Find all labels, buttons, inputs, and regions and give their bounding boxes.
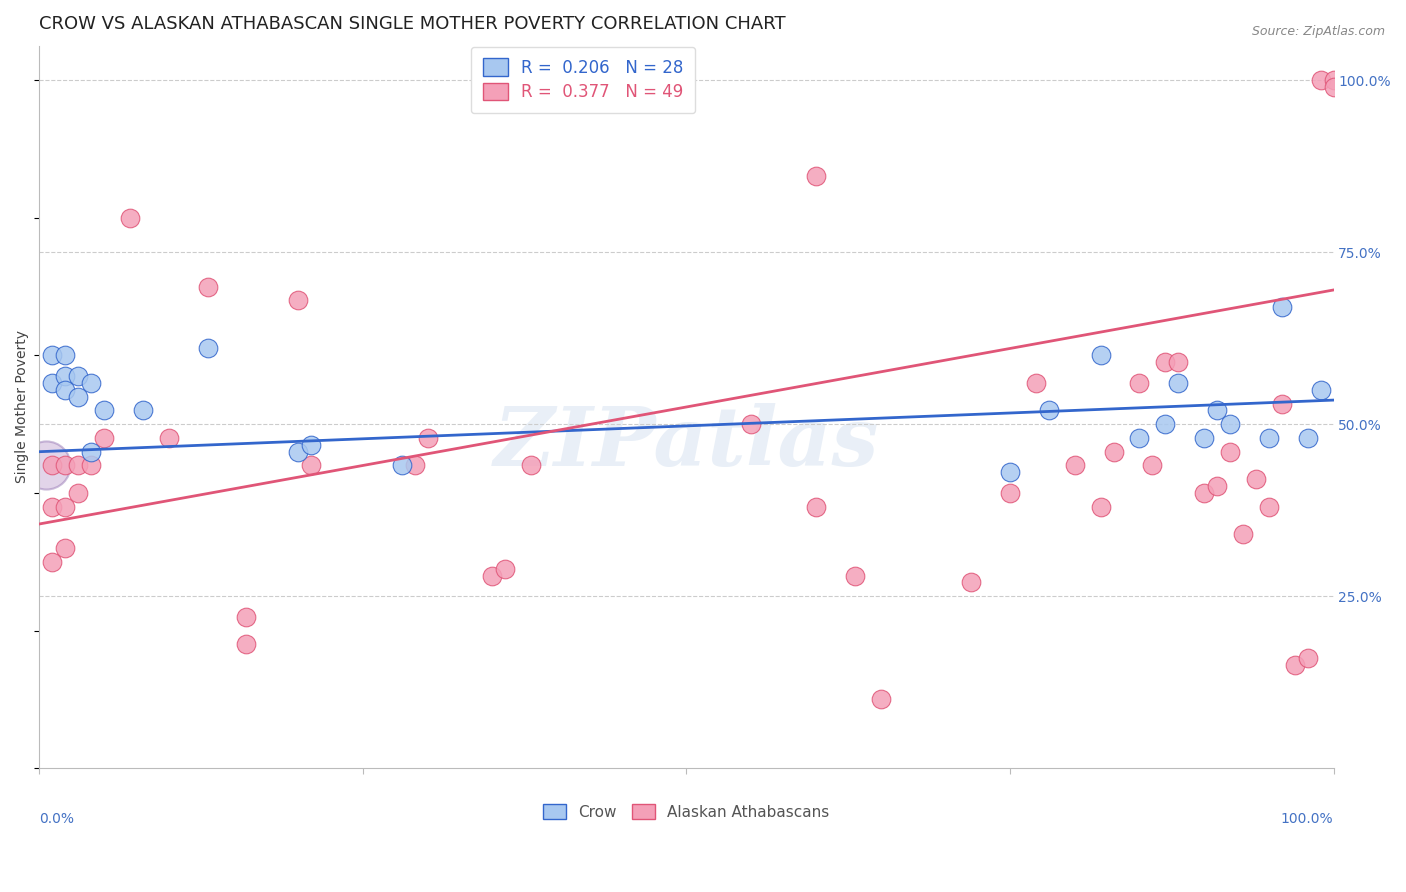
Point: [404, 458, 426, 473]
Point: [80, 376, 103, 390]
Point: [494, 562, 516, 576]
Point: [998, 486, 1021, 500]
Text: Source: ZipAtlas.com: Source: ZipAtlas.com: [1251, 25, 1385, 38]
Point: [1192, 486, 1215, 500]
Point: [80, 444, 103, 458]
Point: [1192, 431, 1215, 445]
Point: [299, 458, 322, 473]
Point: [197, 342, 219, 356]
Point: [67, 369, 90, 384]
Point: [1102, 444, 1125, 458]
Point: [1322, 79, 1344, 94]
Point: [41, 348, 63, 362]
Point: [132, 403, 155, 417]
Point: [287, 444, 309, 458]
Point: [287, 293, 309, 308]
Point: [1322, 73, 1344, 87]
Point: [53, 458, 76, 473]
Point: [1271, 396, 1294, 410]
Point: [740, 417, 762, 432]
Point: [67, 458, 90, 473]
Text: ZIPatlas: ZIPatlas: [494, 403, 879, 483]
Point: [93, 431, 115, 445]
Point: [1232, 527, 1254, 541]
Point: [1244, 472, 1267, 486]
Point: [41, 500, 63, 514]
Legend: Crow, Alaskan Athabascans: Crow, Alaskan Athabascans: [537, 797, 835, 826]
Point: [157, 431, 180, 445]
Point: [1296, 431, 1319, 445]
Point: [41, 376, 63, 390]
Point: [1128, 431, 1150, 445]
Point: [844, 568, 866, 582]
Point: [80, 458, 103, 473]
Point: [67, 486, 90, 500]
Point: [53, 348, 76, 362]
Point: [869, 692, 891, 706]
Point: [1025, 376, 1047, 390]
Point: [1206, 403, 1229, 417]
Point: [235, 610, 257, 624]
Point: [1154, 355, 1177, 369]
Point: [53, 369, 76, 384]
Point: [1038, 403, 1060, 417]
Point: [1206, 479, 1229, 493]
Point: [1090, 500, 1112, 514]
Point: [235, 637, 257, 651]
Point: [53, 383, 76, 397]
Point: [804, 500, 827, 514]
Point: [1271, 300, 1294, 314]
Point: [299, 438, 322, 452]
Point: [197, 279, 219, 293]
Point: [41, 458, 63, 473]
Point: [1284, 658, 1306, 673]
Point: [1063, 458, 1085, 473]
Point: [1128, 376, 1150, 390]
Point: [1257, 431, 1279, 445]
Text: 0.0%: 0.0%: [39, 812, 75, 826]
Point: [520, 458, 543, 473]
Point: [93, 403, 115, 417]
Point: [1167, 376, 1189, 390]
Point: [998, 466, 1021, 480]
Point: [1296, 651, 1319, 665]
Text: CROW VS ALASKAN ATHABASCAN SINGLE MOTHER POVERTY CORRELATION CHART: CROW VS ALASKAN ATHABASCAN SINGLE MOTHER…: [39, 15, 786, 33]
Point: [1167, 355, 1189, 369]
Point: [481, 568, 503, 582]
Text: 100.0%: 100.0%: [1281, 812, 1333, 826]
Y-axis label: Single Mother Poverty: Single Mother Poverty: [15, 330, 30, 483]
Point: [804, 169, 827, 184]
Point: [1142, 458, 1164, 473]
Point: [960, 575, 983, 590]
Point: [53, 541, 76, 555]
Point: [41, 555, 63, 569]
Point: [1219, 417, 1241, 432]
Point: [53, 500, 76, 514]
Point: [1257, 500, 1279, 514]
Point: [1090, 348, 1112, 362]
Point: [1219, 444, 1241, 458]
Point: [391, 458, 413, 473]
Point: [67, 390, 90, 404]
Point: [35, 458, 58, 473]
Point: [118, 211, 141, 225]
Point: [1309, 73, 1331, 87]
Point: [416, 431, 439, 445]
Point: [1309, 383, 1331, 397]
Point: [1154, 417, 1177, 432]
